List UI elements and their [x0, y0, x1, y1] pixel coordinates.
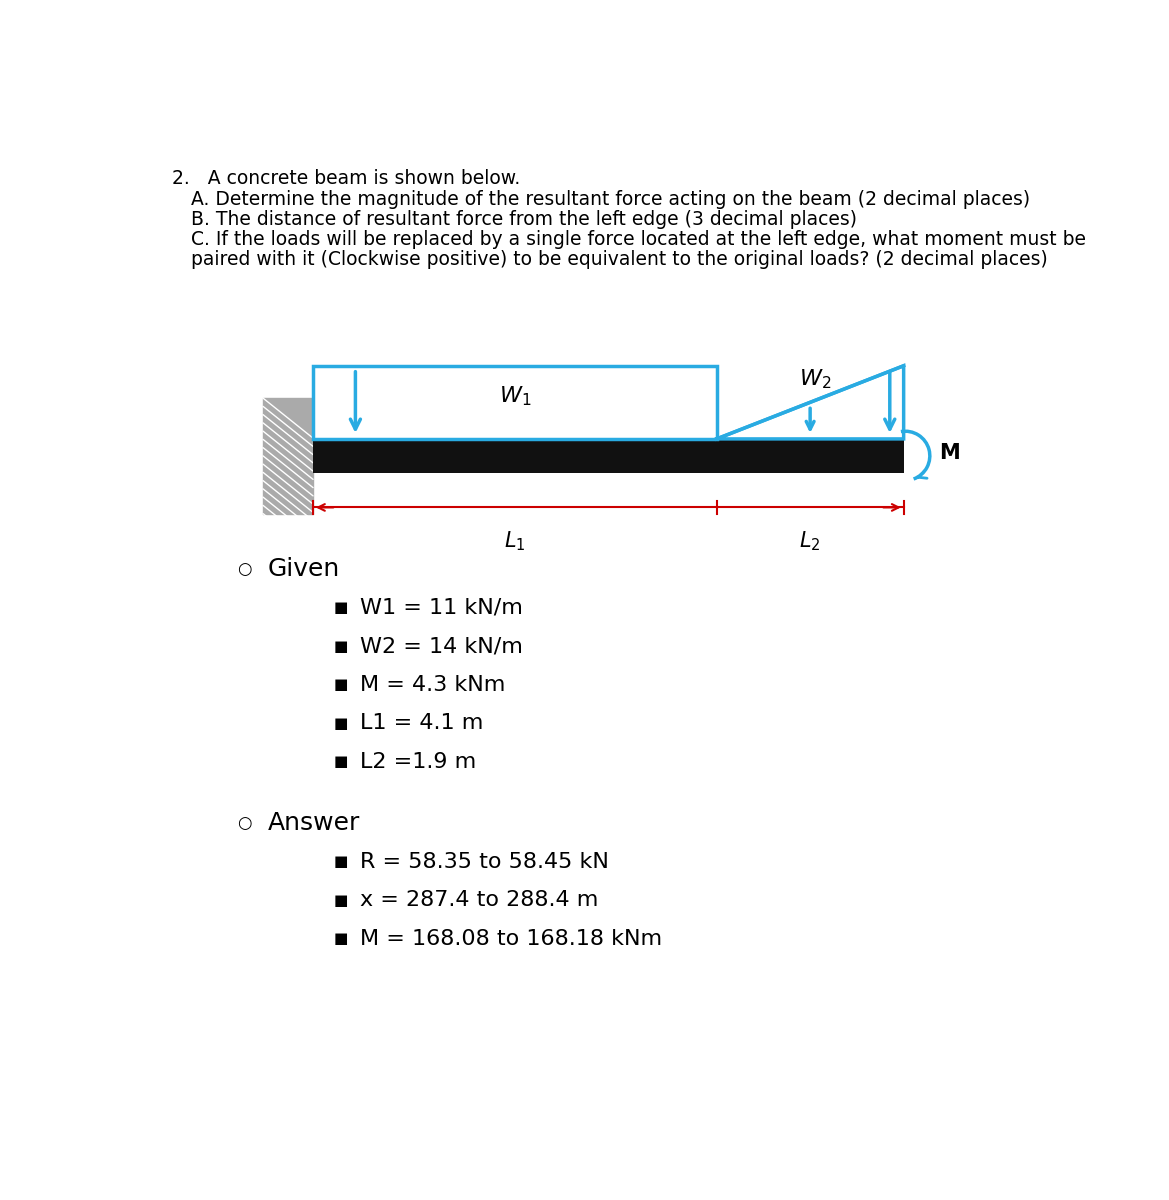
- Text: ■: ■: [333, 715, 348, 731]
- Text: ■: ■: [333, 754, 348, 769]
- Text: x = 287.4 to 288.4 m: x = 287.4 to 288.4 m: [360, 890, 599, 910]
- Text: Answer: Answer: [268, 811, 360, 835]
- Text: M: M: [939, 443, 960, 463]
- Text: ■: ■: [333, 893, 348, 907]
- Text: L2 =1.9 m: L2 =1.9 m: [360, 751, 476, 772]
- Text: W2 = 14 kN/m: W2 = 14 kN/m: [360, 636, 523, 656]
- Text: ■: ■: [333, 854, 348, 869]
- Text: M = 168.08 to 168.18 kNm: M = 168.08 to 168.18 kNm: [360, 929, 662, 949]
- Text: $L_2$: $L_2$: [800, 529, 821, 552]
- Text: ○: ○: [237, 814, 251, 832]
- Text: $W_1$: $W_1$: [499, 384, 531, 408]
- Text: M = 4.3 kNm: M = 4.3 kNm: [360, 674, 505, 695]
- Text: paired with it (Clockwise positive) to be equivalent to the original loads? (2 d: paired with it (Clockwise positive) to b…: [191, 251, 1047, 269]
- Text: ■: ■: [333, 677, 348, 692]
- Text: R = 58.35 to 58.45 kN: R = 58.35 to 58.45 kN: [360, 852, 609, 871]
- Text: A. Determine the magnitude of the resultant force acting on the beam (2 decimal : A. Determine the magnitude of the result…: [191, 190, 1030, 209]
- Bar: [313, 439, 904, 473]
- Text: Given: Given: [268, 557, 340, 581]
- Text: $W_2$: $W_2$: [798, 368, 831, 391]
- Text: $L_1$: $L_1$: [504, 529, 526, 552]
- Text: ■: ■: [333, 600, 348, 616]
- Text: ○: ○: [237, 560, 251, 578]
- Text: L1 = 4.1 m: L1 = 4.1 m: [360, 713, 484, 733]
- Text: C. If the loads will be replaced by a single force located at the left edge, wha: C. If the loads will be replaced by a si…: [191, 230, 1086, 250]
- Text: 2.   A concrete beam is shown below.: 2. A concrete beam is shown below.: [172, 169, 520, 187]
- Text: ■: ■: [333, 638, 348, 654]
- Text: ■: ■: [333, 931, 348, 946]
- Text: B. The distance of resultant force from the left edge (3 decimal places): B. The distance of resultant force from …: [191, 210, 857, 229]
- Bar: [313, 366, 717, 439]
- Text: W1 = 11 kN/m: W1 = 11 kN/m: [360, 598, 523, 618]
